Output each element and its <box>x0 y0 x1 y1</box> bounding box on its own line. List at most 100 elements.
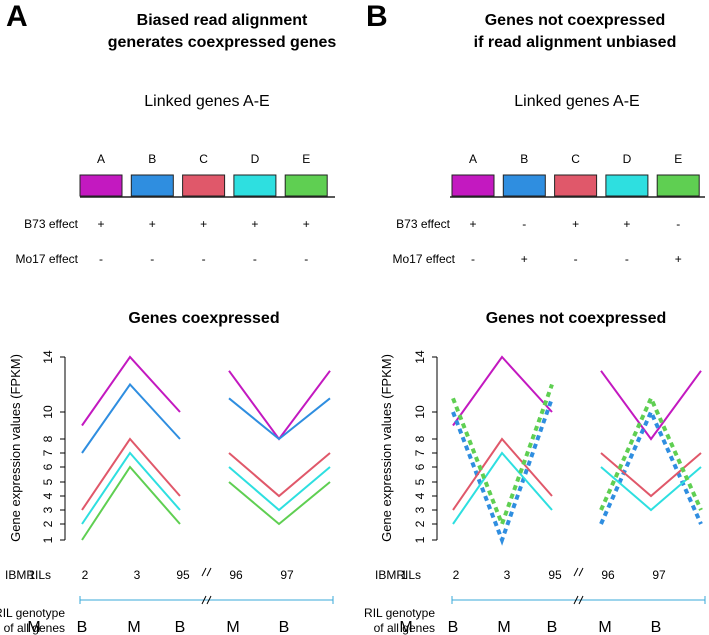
panel-a-y-tick-label-3: 4 <box>41 492 55 499</box>
panel-b-y-tick-label-2: 3 <box>413 506 427 513</box>
panel-a-y-tick-label-8: 10 <box>41 405 55 419</box>
panel-a-genotype-4: M <box>226 619 239 635</box>
panel-b-genotype-0: M <box>399 619 412 635</box>
panel-a-x-tick-label-2: 3 <box>134 568 141 582</box>
panel-a-b73-effect-0: + <box>97 217 104 231</box>
panel-a-ibm-label: IBMRILs <box>5 568 51 582</box>
panel-b: B Genes not coexpressed if read alignmen… <box>364 0 676 635</box>
panel-b-gene-box-2 <box>554 174 598 197</box>
panel-b-y-tick-label-5: 6 <box>413 463 427 470</box>
panel-a-gene-box-1 <box>130 174 174 197</box>
panel-a-x-tick-label-4: 96 <box>229 568 243 582</box>
panel-a-genotype-label-line1: RIL genotype <box>0 606 65 620</box>
panel-a-series-c-left-line <box>81 437 181 511</box>
panel-a-y-axis-label: Gene expression values (FPKM) <box>8 354 23 542</box>
panel-a-x-tick-label-0: 1 <box>29 568 36 582</box>
panel-a-series-d-right-line <box>228 466 331 512</box>
panel-b-gene-name-2: C <box>571 152 580 166</box>
panel-a-y-tick-label-1: 2 <box>41 520 55 527</box>
panel-a-genotype-3: B <box>175 619 186 635</box>
panel-b-b73-effect-1: - <box>522 217 526 231</box>
panel-b-axis-break-1 <box>573 567 579 577</box>
panel-a-y-tick-label-9: 14 <box>41 350 55 364</box>
panel-b-genotype-4: M <box>598 619 611 635</box>
panel-a-title-line2: generates coexpressed genes <box>108 34 337 51</box>
panel-b-gene-name-4: E <box>674 152 682 166</box>
panel-b-y-tick-label-7: 8 <box>413 435 427 442</box>
panel-b-gene-box-3 <box>605 174 649 197</box>
panel-a-b73-label: B73 effect <box>24 217 78 231</box>
panel-b-y-tick-label-9: 14 <box>413 350 427 364</box>
panel-b-series-a-right-line <box>600 370 702 441</box>
panel-a-mo17-effect-1: - <box>150 252 154 266</box>
panel-a-genotype-1: B <box>77 619 88 635</box>
panel-a-x-tick-label-1: 2 <box>82 568 89 582</box>
panel-b-genotype-2: M <box>497 619 510 635</box>
panel-b-series-c-right-line <box>600 452 702 498</box>
panel-a-series-e-left-line <box>81 465 181 541</box>
panel-b-b73-effect-3: + <box>623 217 630 231</box>
panel-b-letter: B <box>366 0 388 33</box>
panel-a-series-b-left-line <box>81 382 181 454</box>
panel-a-b73-effect-1: + <box>149 217 156 231</box>
panel-a-series-c-right-line <box>228 452 331 498</box>
panel-a-mo17-effect-3: - <box>253 252 257 266</box>
panel-b-series-b-right-line <box>599 407 703 525</box>
panel-a-axis-break-1 <box>201 567 207 577</box>
panel-b-genotype-1: B <box>448 619 459 635</box>
panel-b-genotype-break-2 <box>578 595 584 605</box>
panel-b-b73-effect-0: + <box>469 217 476 231</box>
panel-a-genotype-2: M <box>127 619 140 635</box>
panel-b-mo17-label: Mo17 effect <box>393 252 456 266</box>
panel-b-b73-label: B73 effect <box>396 217 450 231</box>
panel-a-axis-break-2 <box>206 567 212 577</box>
panel-a-gene-name-3: D <box>251 152 260 166</box>
panel-a-y-tick-label-6: 7 <box>41 449 55 456</box>
panel-b-y-axis-label: Gene expression values (FPKM) <box>379 354 394 542</box>
panel-a-linked-label: Linked genes A-E <box>144 93 269 110</box>
panel-a-genotype-break-1 <box>201 595 207 605</box>
panel-a-title-line1: Biased read alignment <box>137 12 308 29</box>
panel-b-x-tick-label-4: 96 <box>601 568 615 582</box>
panel-b-b73-effect-2: + <box>572 217 579 231</box>
panel-b-x-tick-label-1: 2 <box>453 568 460 582</box>
panel-a-y-tick-label-2: 3 <box>41 506 55 513</box>
panel-b-title-line1: Genes not coexpressed <box>485 12 666 29</box>
panel-b-gene-box-0 <box>451 174 495 197</box>
panel-a-series-a-left-line <box>81 355 181 427</box>
panel-a-genotype-label-line2: of all genes <box>4 621 65 635</box>
panel-a-x-tick-label-5: 97 <box>280 568 294 582</box>
panel-b-genotype-3: B <box>547 619 558 635</box>
panel-a-series-b-right-line <box>228 397 331 441</box>
panel-b-b73-effect-4: - <box>676 217 680 231</box>
panel-a-gene-box-3 <box>233 174 277 197</box>
panel-b-y-tick-label-1: 2 <box>413 520 427 527</box>
panel-a-mo17-effect-4: - <box>304 252 308 266</box>
panel-b-series-e-right-line <box>599 393 703 511</box>
panel-a-y-tick-label-0: 1 <box>41 536 55 543</box>
panel-b-mo17-effect-0: - <box>471 252 475 266</box>
panel-a-mo17-label: Mo17 effect <box>16 252 79 266</box>
panel-b-y-tick-label-6: 7 <box>413 449 427 456</box>
panel-a-gene-box-2 <box>182 174 226 197</box>
panel-b-genotype-break-1 <box>573 595 579 605</box>
panel-b-title-line2: if read alignment unbiased <box>474 34 677 51</box>
panel-a-b73-effect-3: + <box>251 217 258 231</box>
panel-b-y-tick-label-8: 10 <box>413 405 427 419</box>
panel-b-section-title: Genes not coexpressed <box>486 310 667 327</box>
panel-a-mo17-effect-2: - <box>202 252 206 266</box>
panel-a-mo17-effect-0: - <box>99 252 103 266</box>
panel-a-genotype-break-2 <box>206 595 212 605</box>
panel-b-series-d-left-line <box>452 451 553 525</box>
panel-b-mo17-effect-1: + <box>521 252 528 266</box>
panel-a: A Biased read alignment generates coexpr… <box>0 0 336 635</box>
panel-b-genotype-label-line2: of all genes <box>374 621 435 635</box>
panel-a-gene-box-0 <box>79 174 123 197</box>
panel-b-x-tick-label-3: 95 <box>548 568 562 582</box>
panel-a-y-tick-label-5: 6 <box>41 463 55 470</box>
panel-b-x-tick-label-2: 3 <box>504 568 511 582</box>
panel-b-genotype-5: B <box>651 619 662 635</box>
panel-a-b73-effect-4: + <box>303 217 310 231</box>
